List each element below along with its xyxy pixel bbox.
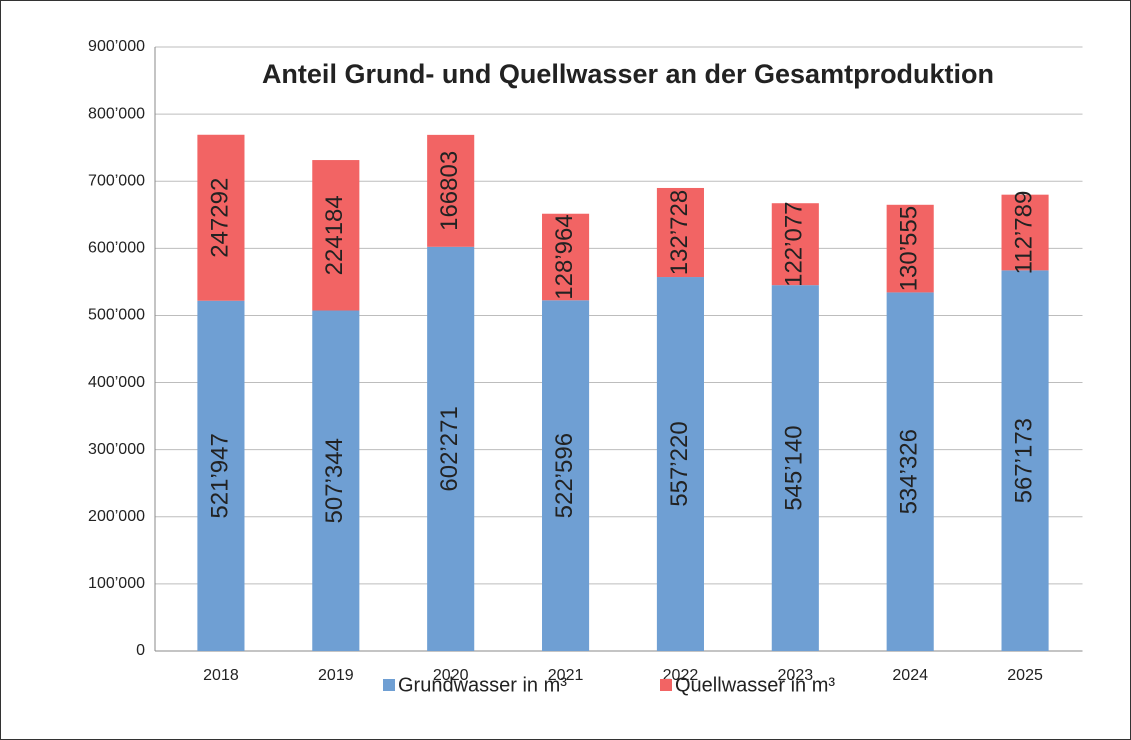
value-label: 122’077	[781, 201, 808, 286]
value-label: 112’789	[1010, 191, 1037, 275]
value-label: 224184	[321, 195, 348, 275]
value-label: 534’326	[896, 429, 923, 514]
x-tick-label: 2023	[778, 667, 814, 684]
value-label: 545’140	[781, 425, 808, 510]
x-tick-label: 2019	[318, 667, 354, 684]
y-tick-label: 500’000	[88, 307, 145, 324]
bar-segment	[312, 310, 360, 651]
y-tick-label: 600’000	[88, 240, 145, 257]
bar-segment	[427, 246, 475, 651]
bar-segment	[1001, 194, 1049, 271]
bar-segment	[1001, 270, 1049, 651]
bar-segment	[886, 204, 934, 293]
value-label: 521’947	[206, 433, 233, 518]
chart-title: Anteil Grund- und Quellwasser an der Ges…	[262, 59, 994, 89]
value-label: 567’173	[1010, 418, 1037, 503]
value-label: 130’555	[896, 206, 923, 291]
value-label: 132’728	[666, 190, 693, 275]
x-tick-label: 2020	[433, 667, 469, 684]
legend-label: Grundwasser in m³	[398, 674, 567, 696]
x-tick-label: 2021	[548, 667, 584, 684]
value-label: 522’596	[551, 433, 578, 518]
bar-segment	[771, 285, 819, 651]
legend-swatch	[383, 679, 395, 691]
x-tick-label: 2024	[892, 667, 928, 684]
value-label: 602’271	[436, 406, 463, 491]
bar-segment	[656, 187, 704, 278]
value-label: 166803	[436, 151, 463, 231]
legend-label: Quellwasser in m³	[675, 674, 835, 696]
value-label: 557’220	[666, 421, 693, 506]
bar-segment	[542, 213, 590, 301]
y-tick-label: 100’000	[88, 575, 145, 592]
y-tick-label: 400’000	[88, 374, 145, 391]
y-tick-label: 900’000	[88, 38, 145, 55]
y-tick-label: 800’000	[88, 105, 145, 122]
bar-segment	[656, 277, 704, 651]
y-tick-label: 0	[136, 642, 145, 659]
x-tick-label: 2025	[1007, 667, 1043, 684]
value-label: 128’964	[551, 214, 578, 299]
value-label: 507’344	[321, 438, 348, 523]
bar-segment	[197, 134, 245, 301]
y-tick-label: 300’000	[88, 441, 145, 458]
x-tick-label: 2018	[203, 667, 239, 684]
bar-segment	[197, 300, 245, 651]
bar-segment	[427, 134, 475, 247]
bar-segment	[312, 160, 360, 311]
bar-segment	[771, 203, 819, 286]
y-tick-label: 200’000	[88, 508, 145, 525]
y-tick-label: 700’000	[88, 172, 145, 189]
bar-segment	[886, 292, 934, 651]
value-label: 247292	[206, 178, 233, 258]
legend-swatch	[660, 679, 672, 691]
bar-segment	[542, 300, 590, 651]
